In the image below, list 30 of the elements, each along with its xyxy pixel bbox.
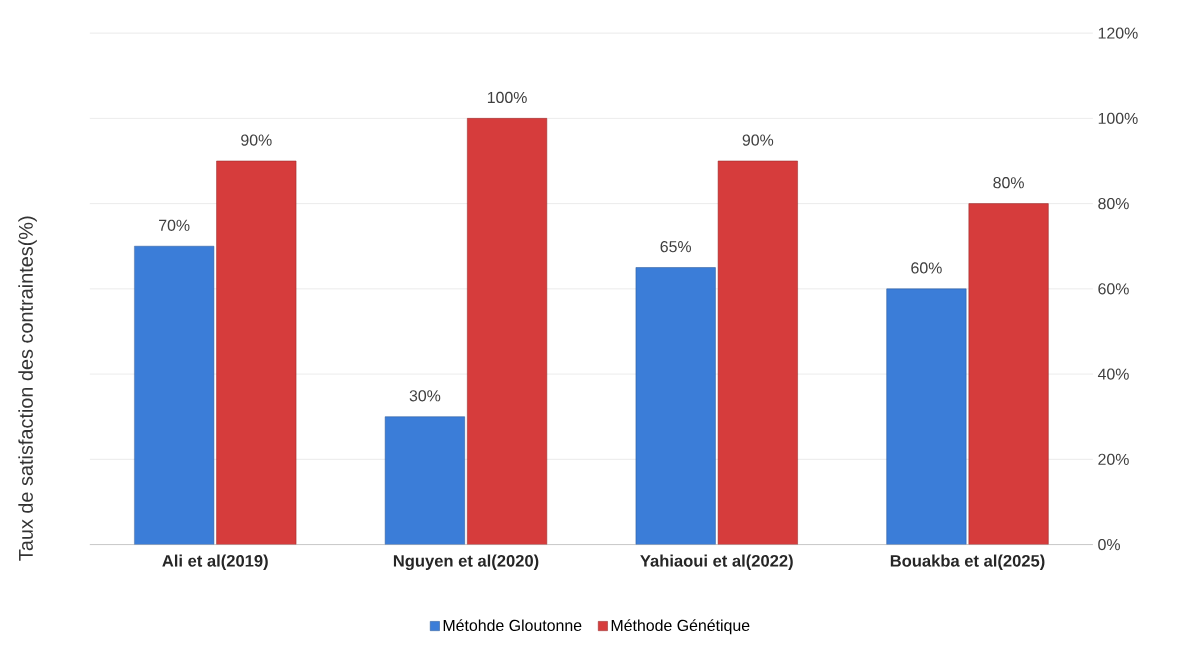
y-tick-label: 0%	[1098, 539, 1120, 551]
bar	[717, 160, 798, 545]
y-axis-title: Taux de satisfaction des contraintes(%)	[18, 216, 37, 561]
bar	[968, 203, 1049, 545]
legend-label: Métohde Gloutonne	[443, 619, 582, 632]
y-tick-label: 100%	[1098, 112, 1138, 125]
legend-label: Méthode Génétique	[611, 619, 750, 635]
x-tick-label: Bouakba et al(2025)	[890, 554, 1045, 571]
bar	[886, 288, 967, 545]
data-label: 70%	[159, 219, 190, 232]
data-label: 60%	[911, 262, 942, 274]
data-label: 90%	[241, 134, 272, 146]
y-tick-label: 40%	[1097, 368, 1129, 380]
data-label: 80%	[993, 177, 1024, 189]
x-tick-label: Ali et al(2019)	[162, 554, 268, 571]
y-tick-label: 20%	[1098, 453, 1129, 466]
data-label: 100%	[487, 91, 527, 104]
data-label: 30%	[409, 390, 441, 402]
bar	[216, 160, 297, 545]
y-tick-label: 80%	[1098, 198, 1129, 210]
y-tick-label: 120%	[1098, 27, 1138, 39]
bar	[384, 416, 465, 545]
bar	[467, 118, 548, 545]
y-tick-label: 60%	[1098, 283, 1129, 295]
bar	[134, 246, 215, 545]
data-label: 65%	[660, 241, 692, 253]
x-tick-label: Yahiaoui et al(2022)	[640, 554, 793, 571]
bar	[635, 267, 716, 545]
x-tick-label: Nguyen et al(2020)	[393, 554, 539, 571]
data-label: 90%	[742, 134, 774, 146]
